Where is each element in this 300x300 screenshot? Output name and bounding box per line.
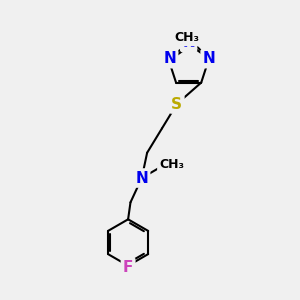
Text: F: F bbox=[123, 260, 133, 275]
Text: CH₃: CH₃ bbox=[159, 158, 184, 170]
Text: N: N bbox=[202, 51, 215, 66]
Text: N: N bbox=[182, 35, 195, 50]
Text: S: S bbox=[171, 97, 182, 112]
Text: CH₃: CH₃ bbox=[175, 32, 200, 44]
Text: N: N bbox=[164, 51, 176, 66]
Text: N: N bbox=[135, 170, 148, 185]
